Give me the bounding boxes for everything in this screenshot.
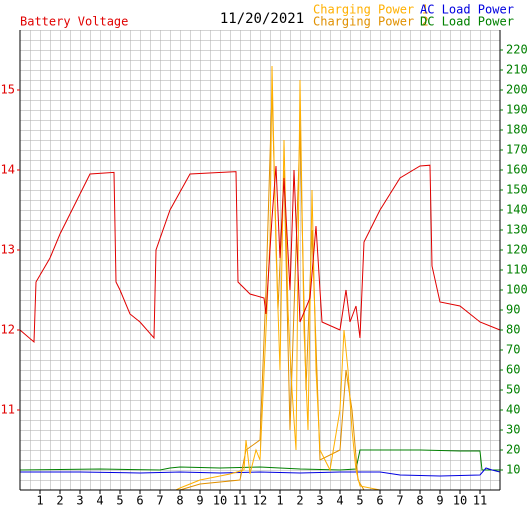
y-tick-label: 13 (1, 243, 15, 257)
y-tick-label: 12 (1, 323, 15, 337)
y2-tick-label: 40 (506, 403, 520, 417)
series-line (19, 164, 501, 344)
legend-entry: AC Load Power (420, 3, 514, 17)
legend-entry: Charging Power 1 (313, 3, 429, 17)
y2-tick-label: 80 (506, 323, 520, 337)
y2-tick-label: 70 (506, 343, 520, 357)
x-tick-label: 3 (316, 494, 323, 508)
y-tick-label: 15 (1, 83, 15, 97)
y2-tick-label: 100 (506, 283, 527, 297)
y2-tick-label: 150 (506, 183, 527, 197)
series-line (20, 467, 501, 477)
y2-tick-label: 60 (506, 363, 520, 377)
x-tick-label: 5 (356, 494, 363, 508)
y2-tick-label: 200 (506, 83, 527, 97)
x-tick-label: 7 (156, 494, 163, 508)
series-line (20, 65, 500, 491)
x-tick-label: 11 (473, 494, 487, 508)
y2-tick-label: 210 (506, 63, 527, 77)
x-tick-label: 2 (296, 494, 303, 508)
x-tick-label: 10 (213, 494, 227, 508)
x-tick-label: 10 (453, 494, 467, 508)
chart-title: 11/20/2021 (220, 11, 304, 27)
x-tick-label: 8 (416, 494, 423, 508)
y2-tick-label: 10 (506, 463, 520, 477)
y2-tick-label: 170 (506, 143, 527, 157)
x-tick-label: 4 (336, 494, 343, 508)
y2-tick-label: 220 (506, 43, 527, 57)
y2-tick-label: 140 (506, 203, 527, 217)
y2-tick-label: 110 (506, 263, 527, 277)
x-tick-label: 1 (276, 494, 283, 508)
x-tick-label: 1 (36, 494, 43, 508)
y2-tick-label: 30 (506, 423, 520, 437)
legend-entry: Charging Power 2 (313, 15, 429, 29)
x-tick-label: 7 (396, 494, 403, 508)
y2-tick-label: 160 (506, 163, 527, 177)
y2-tick-label: 180 (506, 123, 527, 137)
x-tick-label: 3 (76, 494, 83, 508)
legend-entry: DC Load Power (420, 15, 514, 29)
y2-tick-label: 50 (506, 383, 520, 397)
y2-tick-label: 20 (506, 443, 520, 457)
y-tick-label: 14 (1, 163, 15, 177)
x-tick-label: 11 (233, 494, 247, 508)
x-tick-label: 8 (176, 494, 183, 508)
x-tick-label: 6 (136, 494, 143, 508)
y2-tick-label: 120 (506, 243, 527, 257)
x-tick-label: 12 (253, 494, 267, 508)
x-tick-label: 9 (436, 494, 443, 508)
y2-tick-label: 130 (506, 223, 527, 237)
x-tick-label: 5 (116, 494, 123, 508)
x-tick-label: 4 (96, 494, 103, 508)
series-line (19, 449, 500, 471)
x-tick-label: 6 (376, 494, 383, 508)
x-tick-label: 9 (196, 494, 203, 508)
y2-tick-label: 190 (506, 103, 527, 117)
y2-tick-label: 90 (506, 303, 520, 317)
x-tick-label: 2 (56, 494, 63, 508)
legend-entry: Battery Voltage (20, 15, 128, 29)
plot-grid (20, 30, 500, 490)
y-tick-label: 11 (1, 403, 15, 417)
